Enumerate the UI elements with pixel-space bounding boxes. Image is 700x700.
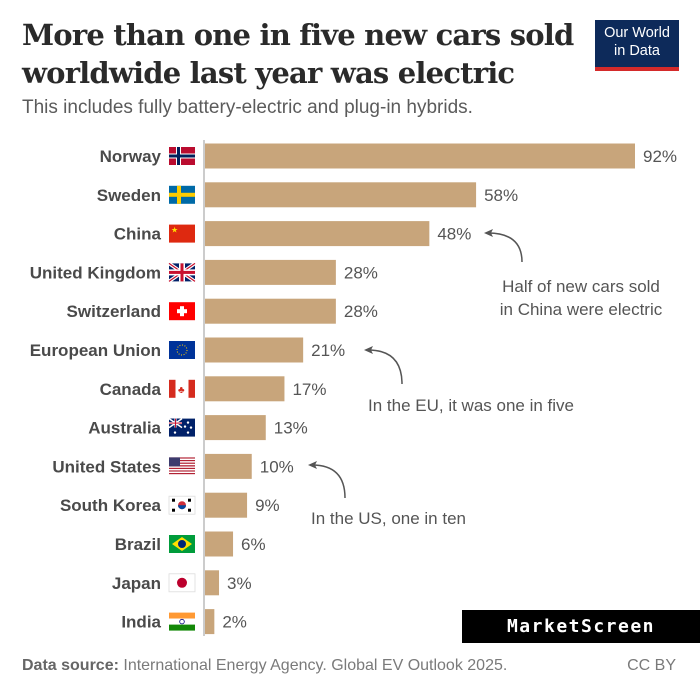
arrowhead-icon: [484, 229, 493, 237]
annotation-text: In the US, one in ten: [311, 509, 466, 528]
category-label: Japan: [112, 574, 161, 593]
value-label: 9%: [255, 496, 280, 515]
flag-norway-icon: [169, 147, 195, 165]
bar: [205, 221, 430, 247]
annotation-text: In the EU, it was one in five: [368, 396, 574, 415]
arrowhead-icon: [364, 346, 373, 354]
category-label: Sweden: [97, 186, 161, 205]
logo-line-2: in Data: [614, 43, 660, 59]
value-label: 13%: [274, 419, 308, 438]
arrowhead-icon: [308, 461, 317, 469]
value-label: 6%: [241, 535, 266, 554]
bar: [205, 492, 248, 518]
annotation-arrow: [487, 232, 523, 263]
annotation-text: Half of new cars sold: [502, 277, 660, 296]
bar: [205, 570, 220, 596]
logo-accent-bar: [595, 67, 679, 71]
annotation-arrow: [367, 349, 403, 385]
bar: [205, 609, 215, 635]
bar: [205, 415, 266, 441]
license: CC BY: [627, 657, 676, 674]
chart-title: More than one in five new cars sold worl…: [22, 18, 574, 90]
value-label: 3%: [227, 574, 252, 593]
value-label: 28%: [344, 302, 378, 321]
value-label: 58%: [484, 186, 518, 205]
bar: [205, 298, 336, 324]
owid-logo[interactable]: Our World in Data: [595, 20, 679, 71]
category-label: Switzerland: [67, 302, 161, 321]
flag-brazil-icon: [169, 535, 195, 553]
flag-eu-icon: [169, 341, 195, 359]
value-label: 2%: [222, 613, 247, 632]
bar: [205, 182, 477, 208]
bar: [205, 337, 304, 363]
value-label: 48%: [437, 225, 471, 244]
chart-subtitle: This includes fully battery-electric and…: [22, 97, 473, 118]
logo-line-1: Our World: [604, 25, 670, 41]
value-label: 28%: [344, 263, 378, 282]
value-label: 21%: [311, 341, 345, 360]
bar: [205, 259, 336, 285]
flag-us-icon: [169, 457, 195, 476]
flag-china-icon: ★: [169, 224, 195, 243]
flag-australia-icon: [168, 417, 195, 437]
bar: [205, 143, 635, 169]
annotation-text: in China were electric: [500, 300, 663, 319]
svg-text:★: ★: [171, 226, 178, 235]
flag-japan-icon: [168, 573, 196, 593]
bar: [205, 376, 285, 402]
value-label: 17%: [292, 380, 326, 399]
category-label: Australia: [88, 419, 161, 438]
annotation-arrow: [311, 464, 346, 499]
value-label: 10%: [260, 457, 294, 476]
data-source-label: Data source:: [22, 657, 119, 674]
category-label: South Korea: [60, 496, 162, 515]
flag-canada-icon: ♣: [169, 379, 195, 398]
flag-india-icon: [169, 612, 195, 631]
value-label: 92%: [643, 147, 677, 166]
flag-switzerland-icon: [169, 302, 195, 321]
marketscreen-watermark: MarketScreen: [462, 610, 700, 643]
category-label: Brazil: [115, 535, 161, 554]
category-label: United Kingdom: [30, 263, 161, 282]
data-source-text: International Energy Agency. Global EV O…: [118, 657, 508, 674]
category-label: Norway: [100, 147, 162, 166]
category-label: Canada: [100, 380, 162, 399]
flag-uk-icon: [168, 261, 196, 283]
category-label: India: [121, 613, 161, 632]
category-label: China: [114, 225, 162, 244]
bar: [205, 453, 252, 479]
data-source: Data source: International Energy Agency…: [22, 657, 507, 675]
svg-text:♣: ♣: [178, 385, 185, 396]
bar: [205, 531, 234, 557]
flag-south-korea-icon: [168, 495, 196, 515]
flag-sweden-icon: [169, 185, 195, 204]
category-label: European Union: [30, 341, 161, 360]
category-label: United States: [52, 457, 161, 476]
